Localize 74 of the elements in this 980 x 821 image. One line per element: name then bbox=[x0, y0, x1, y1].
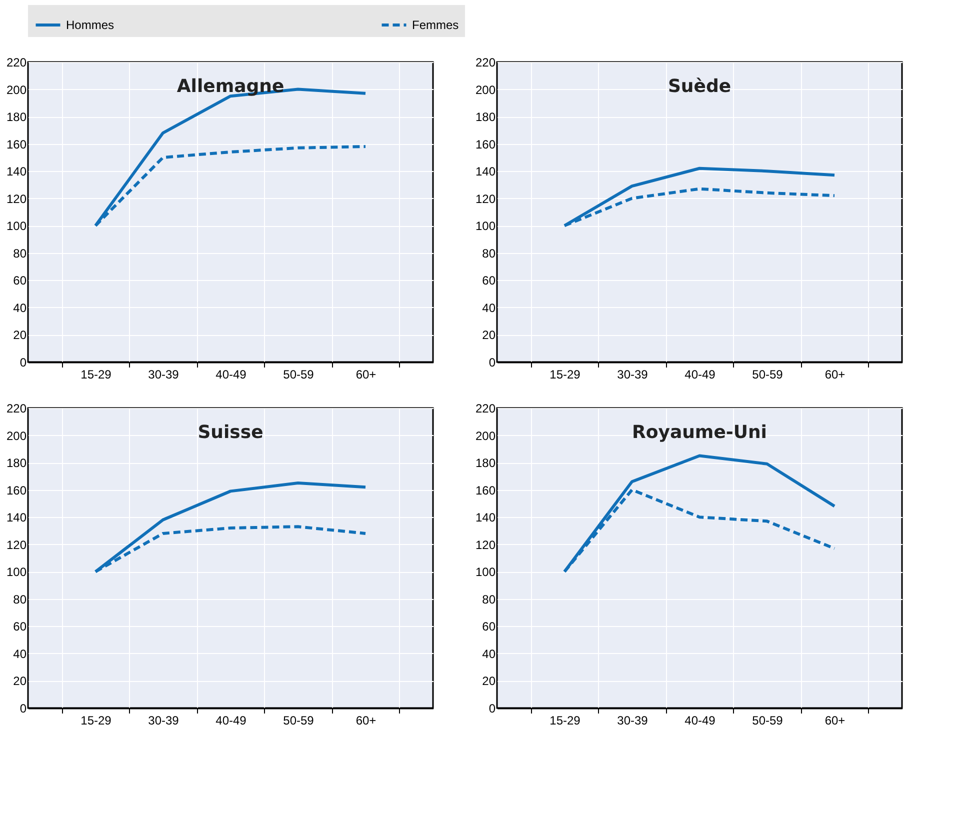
y-tick-label: 160 bbox=[475, 483, 496, 498]
y-tick-label: 180 bbox=[6, 456, 27, 470]
x-tick-label: 30-39 bbox=[148, 714, 180, 728]
y-tick-label: 180 bbox=[475, 110, 496, 124]
y-tick-label: 140 bbox=[475, 164, 496, 179]
y-tick-label: 120 bbox=[475, 192, 496, 206]
y-tick-label: 120 bbox=[475, 538, 496, 552]
y-tick-label: 0 bbox=[20, 356, 27, 370]
y-tick-label: 220 bbox=[6, 56, 27, 70]
y-tick-label: 160 bbox=[6, 483, 27, 498]
x-tick-label: 50-59 bbox=[752, 368, 784, 382]
y-tick-label: 20 bbox=[13, 674, 27, 688]
x-tick-label: 50-59 bbox=[283, 368, 314, 382]
y-tick-label: 100 bbox=[475, 219, 496, 234]
y-tick-label: 120 bbox=[6, 538, 27, 552]
y-tick-label: 80 bbox=[482, 592, 496, 606]
x-tick-label: 40-49 bbox=[684, 714, 716, 728]
y-tick-label: 180 bbox=[6, 110, 27, 124]
y-tick-label: 0 bbox=[488, 702, 496, 716]
y-tick-label: 80 bbox=[13, 592, 27, 606]
y-tick-label: 140 bbox=[6, 510, 27, 525]
x-tick-label: 60+ bbox=[824, 714, 846, 728]
y-tick-label: 200 bbox=[475, 82, 496, 97]
y-tick-label: 100 bbox=[6, 219, 27, 234]
y-tick-label: 60 bbox=[13, 274, 27, 288]
y-tick-label: 200 bbox=[475, 428, 496, 443]
y-tick-label: 40 bbox=[482, 300, 496, 315]
x-tick-label: 40-49 bbox=[216, 368, 247, 382]
x-tick-label: 15-29 bbox=[80, 368, 112, 382]
x-tick-label: 50-59 bbox=[752, 714, 784, 728]
x-tick-label: 15-29 bbox=[80, 714, 112, 728]
x-tick-label: 30-39 bbox=[148, 368, 180, 382]
x-tick-label: 15-29 bbox=[550, 368, 581, 382]
y-tick-label: 80 bbox=[13, 246, 27, 260]
text: Royaume-Uni bbox=[632, 422, 767, 443]
x-tick-label: 30-39 bbox=[617, 368, 648, 382]
y-tick-label: 40 bbox=[13, 300, 27, 315]
y-tick-label: 140 bbox=[6, 164, 27, 179]
legend-label: Hommes bbox=[66, 18, 114, 32]
y-tick-label: 40 bbox=[482, 646, 496, 661]
y-tick-label: 160 bbox=[6, 137, 27, 152]
y-tick-label: 40 bbox=[13, 646, 27, 661]
y-tick-label: 160 bbox=[475, 137, 496, 152]
y-tick-label: 200 bbox=[6, 82, 27, 97]
text: Suède bbox=[668, 76, 732, 97]
x-tick-label: 30-39 bbox=[617, 714, 648, 728]
y-tick-label: 60 bbox=[482, 620, 496, 634]
text: Suisse bbox=[198, 422, 264, 443]
y-tick-label: 0 bbox=[20, 702, 27, 716]
x-tick-label: 40-49 bbox=[684, 368, 716, 382]
x-tick-label: 60+ bbox=[824, 368, 846, 382]
y-tick-label: 60 bbox=[482, 274, 496, 288]
x-tick-label: 60+ bbox=[356, 368, 376, 382]
y-tick-label: 200 bbox=[6, 428, 27, 443]
y-tick-label: 20 bbox=[482, 674, 496, 688]
y-tick-label: 20 bbox=[13, 328, 27, 342]
text: Allemagne bbox=[176, 76, 284, 97]
y-tick-label: 80 bbox=[482, 246, 496, 260]
x-tick-label: 15-29 bbox=[550, 714, 581, 728]
y-tick-label: 120 bbox=[6, 192, 27, 206]
y-tick-label: 180 bbox=[475, 456, 496, 470]
x-tick-label: 50-59 bbox=[283, 714, 314, 728]
y-tick-label: 220 bbox=[475, 402, 496, 416]
y-tick-label: 220 bbox=[6, 402, 27, 416]
y-tick-label: 220 bbox=[475, 56, 496, 70]
y-tick-label: 20 bbox=[482, 328, 496, 342]
y-tick-label: 100 bbox=[6, 565, 27, 580]
y-tick-label: 60 bbox=[13, 620, 27, 634]
x-tick-label: 40-49 bbox=[216, 714, 247, 728]
x-tick-label: 60+ bbox=[356, 714, 376, 728]
y-tick-label: 100 bbox=[475, 565, 496, 580]
y-tick-label: 0 bbox=[488, 356, 496, 370]
legend-label: Femmes bbox=[412, 18, 459, 32]
y-tick-label: 140 bbox=[475, 510, 496, 525]
